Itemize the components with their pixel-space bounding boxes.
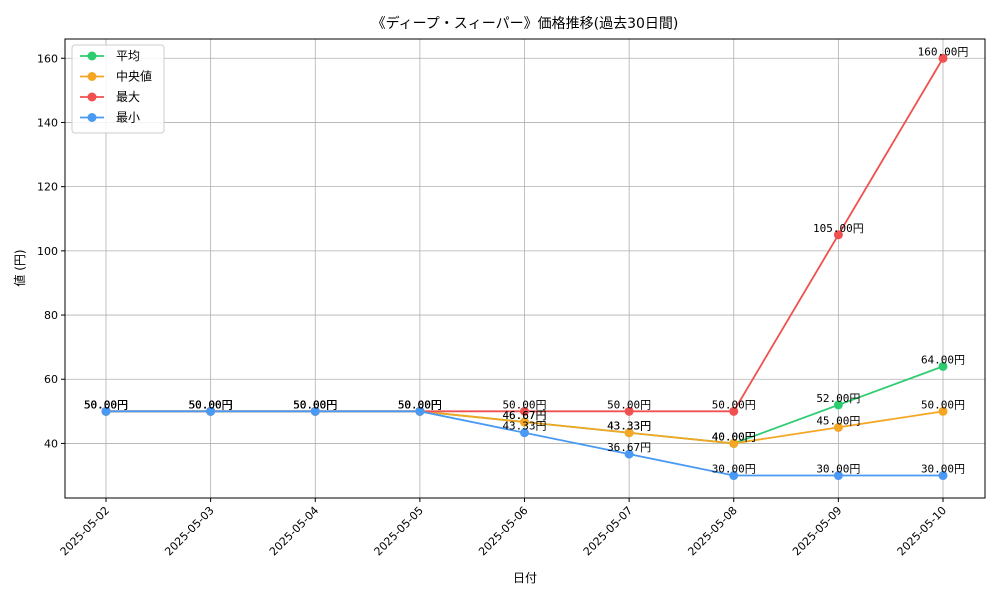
data-label: 30.00円 [921,463,965,476]
data-point [729,438,739,448]
data-label: 50.00円 [398,398,442,411]
data-point [729,406,739,416]
y-tick-label: 140 [37,116,58,129]
data-label: 50.00円 [293,398,337,411]
y-tick-label: 100 [37,245,58,258]
x-tick-label: 2025-05-06 [476,504,530,558]
data-point [624,449,634,459]
data-label: 36.67円 [607,441,651,454]
data-point [624,406,634,416]
legend-swatch-marker [87,92,97,102]
data-label: 43.33円 [607,420,651,433]
data-label: 50.00円 [189,398,233,411]
data-label: 30.00円 [712,463,756,476]
data-label: 50.00円 [293,398,337,411]
data-point [833,400,843,410]
data-label: 50.00円 [712,398,756,411]
legend-swatch-marker [87,113,97,122]
data-label: 50.00円 [189,398,233,411]
data-label: 30.00円 [816,463,860,476]
data-point [624,428,634,438]
data-point [520,428,529,438]
data-label: 50.00円 [398,398,442,411]
data-labels: 50.00円 50.00円 50.00円 50.00円46.67円43.33円40.0… [84,45,968,475]
x-tick-label: 2025-05-08 [685,504,739,558]
data-point [310,406,320,416]
data-label: 40.00円 [712,430,756,443]
x-tick-label: 2025-05-07 [581,504,635,558]
data-point [938,53,948,63]
legend-label: 中央値 [116,69,152,84]
series-lines [101,53,948,481]
x-tick-label: 2025-05-09 [790,504,844,558]
x-tick-label: 2025-05-10 [895,504,949,558]
data-point [833,230,843,240]
chart-title: 《ディープ・スィーパー》価格推移(過去30日間) [372,15,679,32]
legend-label: 最大 [116,90,140,104]
data-label: 46.67円 [502,409,546,422]
y-tick-label: 40 [44,437,58,450]
data-point [938,471,948,481]
y-axis-ticks: 40 60 80 100 120 140 160 [37,52,65,450]
x-axis-title: 日付 [513,571,537,585]
legend-label: 最小 [116,111,140,125]
data-label: 50.00円 [921,398,965,411]
data-label: 40.00円 [712,430,756,443]
data-label: 50.00円 [189,398,233,411]
y-tick-label: 160 [37,52,58,65]
y-tick-label: 120 [37,181,58,194]
x-tick-label: 2025-05-03 [162,504,216,558]
data-label: 50.00円 [398,398,442,411]
data-label: 50.00円 [607,398,651,411]
data-point [938,361,948,371]
data-label: 50.00円 [84,398,128,411]
data-label: 160.00円 [918,45,969,58]
data-label: 64.00円 [921,353,965,366]
data-label: 105.00円 [813,222,864,235]
y-tick-label: 80 [44,309,58,322]
x-tick-label: 2025-05-02 [58,504,112,558]
data-point [938,406,948,416]
data-label: 46.67円 [502,409,546,422]
data-point [833,422,843,432]
data-label: 50.00円 [189,398,233,411]
data-point [415,406,425,416]
data-point [520,417,529,427]
data-point [520,406,529,416]
x-axis-ticks: 2025-05-02 2025-05-03 2025-05-04 2025-05-05… [58,498,949,558]
data-point [101,406,111,416]
legend-box [71,44,165,134]
data-point [729,471,739,481]
data-label: 45.00円 [816,414,860,427]
legend-label: 平均 [116,49,140,63]
data-point [206,406,216,416]
legend-swatch-marker [87,51,97,61]
data-label: 43.33円 [607,420,651,433]
data-label: 43.33円 [502,420,546,433]
legend-swatch-marker [87,72,97,81]
data-label: 50.00円 [398,398,442,411]
grid [65,39,985,498]
y-axis-title: 値 (円) [12,249,27,286]
x-tick-label: 2025-05-05 [372,504,426,558]
data-point [833,471,843,481]
data-label: 50.00円 [293,398,337,411]
data-label: 50.00円 [84,398,128,411]
data-label: 52.00円 [816,392,860,405]
y-tick-label: 60 [44,373,58,386]
data-label: 50.00円 [84,398,128,411]
data-label: 50.00円 [293,398,337,411]
data-label: 50.00円 [84,398,128,411]
x-tick-label: 2025-05-04 [267,504,321,558]
data-label: 50.00円 [502,398,546,411]
